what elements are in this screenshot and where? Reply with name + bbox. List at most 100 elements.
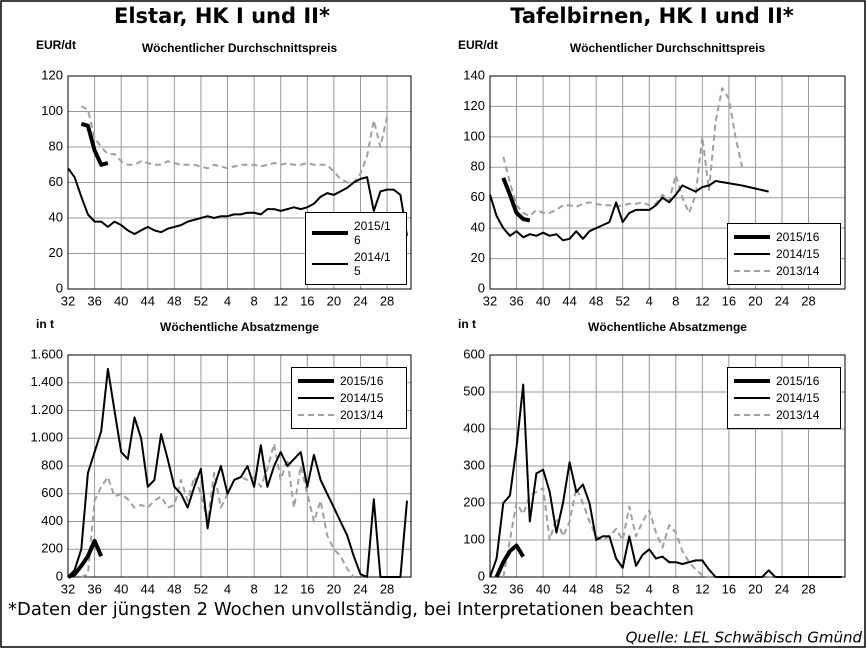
y-tick-label: 40: [49, 209, 63, 224]
legend-swatch: [298, 397, 334, 399]
x-tick-label: 28: [380, 581, 394, 596]
chart-title: Wöchentliche Absatzmenge: [588, 320, 747, 334]
y-tick-label: 100: [41, 103, 63, 118]
legend-entry: 2013/14: [296, 408, 402, 422]
y-tick-label: 200: [41, 541, 63, 556]
x-tick-label: 32: [61, 293, 75, 308]
legend-label: 2014/15: [776, 391, 820, 405]
series-line: [80, 442, 355, 578]
series-line: [501, 177, 531, 223]
header: Elstar, HK I und II*: [114, 4, 330, 28]
x-tick-label: 52: [615, 293, 629, 308]
y-tick-label: 200: [463, 494, 485, 509]
legend-swatch: [298, 414, 334, 416]
footnote: *Daten der jüngsten 2 Wochen unvollständ…: [8, 599, 694, 620]
legend-entry: 2015/16: [732, 230, 836, 244]
x-tick-label: 36: [87, 581, 101, 596]
y-tick-label: 1.400: [30, 374, 63, 389]
legend-label: 2015/16: [776, 374, 820, 388]
legend-swatch: [734, 253, 770, 255]
y-tick-label: 60: [471, 189, 485, 204]
y-tick-label: 0: [478, 568, 485, 583]
y-tick-label: 120: [463, 98, 485, 113]
series-line: [80, 121, 109, 167]
y-axis-label: in t: [458, 317, 476, 331]
chart-title: Wöchentlicher Durchschnittspreis: [142, 41, 338, 55]
legend-label: 2014/15: [776, 247, 820, 261]
series-line: [67, 167, 408, 236]
y-axis-label: in t: [36, 317, 54, 331]
x-tick-label: 12: [695, 581, 709, 596]
y-tick-label: 400: [463, 420, 485, 435]
x-tick-label: 40: [114, 581, 128, 596]
legend-swatch: [298, 379, 334, 383]
x-tick-label: 16: [300, 581, 314, 596]
legend: 2015/16 2014/15: [305, 212, 407, 285]
plot-border: [67, 354, 412, 578]
x-tick-label: 52: [615, 581, 629, 596]
legend-entry: 2015/16: [310, 219, 402, 247]
legend-label: 2015/16: [354, 219, 391, 247]
series-line: [489, 180, 769, 242]
x-tick-label: 40: [536, 293, 550, 308]
legend-label: 2013/14: [340, 408, 384, 422]
x-tick-label: 4: [224, 581, 231, 596]
legend-label: 2015/16: [340, 374, 384, 388]
x-tick-label: 36: [509, 293, 523, 308]
x-tick-label: 44: [141, 293, 155, 308]
x-tick-label: 36: [87, 293, 101, 308]
legend-label: 2015/16: [776, 230, 820, 244]
x-tick-label: 48: [589, 293, 603, 308]
y-tick-label: 600: [41, 485, 63, 500]
series-line: [67, 538, 104, 579]
y-tick-label: 80: [49, 138, 63, 153]
x-tick-label: 40: [536, 581, 550, 596]
series-line: [489, 383, 842, 578]
y-tick-label: 100: [463, 128, 485, 143]
chart-title: Wöchentlicher Durchschnittspreis: [570, 41, 766, 55]
x-tick-label: 4: [646, 581, 653, 596]
legend-label: 2013/14: [776, 264, 820, 278]
x-tick-label: 44: [141, 581, 155, 596]
legend-label: 2013/14: [776, 408, 820, 422]
plot-border: [489, 354, 846, 578]
legend-swatch: [312, 263, 348, 265]
x-tick-label: 48: [589, 581, 603, 596]
y-tick-label: 100: [463, 531, 485, 546]
x-tick-label: 16: [300, 293, 314, 308]
x-tick-label: 16: [722, 293, 736, 308]
y-tick-label: 500: [463, 383, 485, 398]
series-line: [80, 105, 389, 184]
x-tick-label: 32: [483, 581, 497, 596]
chart-title: Wöchentliche Absatzmenge: [160, 320, 319, 334]
legend-swatch: [734, 397, 770, 399]
x-tick-label: 44: [562, 293, 576, 308]
legend-entry: 2014/15: [732, 247, 836, 261]
y-tick-label: 60: [49, 174, 63, 189]
x-tick-label: 12: [273, 293, 287, 308]
x-tick-label: 12: [695, 293, 709, 308]
x-tick-label: 36: [509, 581, 523, 596]
y-tick-label: 300: [463, 457, 485, 472]
legend-entry: 2014/15: [310, 250, 402, 278]
legend-swatch: [734, 235, 770, 239]
legend-swatch: [734, 270, 770, 272]
x-tick-label: 24: [353, 293, 367, 308]
y-tick-label: 1.600: [30, 346, 63, 361]
y-tick-label: 20: [471, 250, 485, 265]
y-tick-label: 400: [41, 513, 63, 528]
x-tick-label: 16: [722, 581, 736, 596]
source: Quelle: LEL Schwäbisch Gmünd: [626, 629, 863, 647]
x-tick-label: 20: [748, 293, 762, 308]
legend: 2015/16 2014/15 2013/14: [727, 223, 841, 285]
y-tick-label: 800: [41, 457, 63, 472]
legend: 2015/16 2014/15 2013/14: [727, 367, 841, 429]
legend-entry: 2014/15: [296, 391, 402, 405]
legend-label: 2014/15: [354, 250, 391, 278]
plot-border: [67, 75, 412, 290]
y-axis-label: EUR/dt: [458, 38, 498, 52]
header: Tafelbirnen, HK I und II*: [510, 4, 794, 28]
legend-entry: 2013/14: [732, 408, 836, 422]
